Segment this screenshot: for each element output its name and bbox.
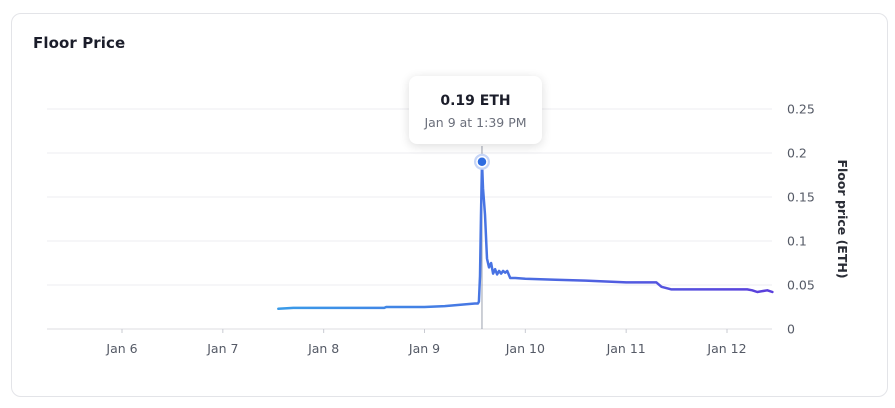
x-tick-label: Jan 6 — [105, 341, 137, 356]
y-tick-label: 0.25 — [787, 102, 815, 117]
price-tooltip: 0.19 ETH Jan 9 at 1:39 PM — [409, 76, 542, 144]
x-tick-label: Jan 11 — [606, 341, 646, 356]
highlight-point[interactable] — [476, 156, 488, 168]
x-tick-label: Jan 7 — [206, 341, 238, 356]
y-tick-label: 0.15 — [787, 190, 815, 205]
chart-gridlines — [47, 108, 772, 330]
floor-price-series-line[interactable] — [277, 160, 774, 311]
y-axis-title: Floor price (ETH) — [835, 159, 850, 278]
x-tick-label: Jan 12 — [706, 341, 746, 356]
y-tick-label: 0 — [787, 322, 795, 337]
x-tick-label: Jan 9 — [408, 341, 440, 356]
x-axis-labels: Jan 6 Jan 7 Jan 8 Jan 9 Jan 10 Jan 11 Jan 12 — [105, 329, 747, 356]
y-tick-label: 0.05 — [787, 278, 815, 293]
tooltip-value: 0.19 ETH — [440, 93, 511, 109]
x-tick-label: Jan 10 — [505, 341, 545, 356]
card-title: Floor Price — [33, 34, 126, 52]
y-axis-labels: 0 0.05 0.1 0.15 0.2 0.25 — [787, 102, 815, 337]
y-tick-label: 0.2 — [787, 146, 807, 161]
y-tick-label: 0.1 — [787, 234, 807, 249]
tooltip-time: Jan 9 at 1:39 PM — [424, 115, 527, 130]
x-tick-label: Jan 8 — [307, 341, 339, 356]
